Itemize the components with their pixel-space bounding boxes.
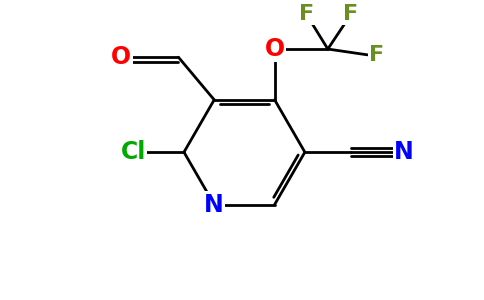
Text: N: N: [394, 140, 414, 164]
Text: N: N: [204, 193, 224, 217]
Text: O: O: [265, 37, 285, 61]
Text: F: F: [344, 4, 359, 24]
Text: Cl: Cl: [121, 140, 146, 164]
Text: O: O: [111, 45, 132, 69]
Text: F: F: [369, 45, 384, 65]
Text: F: F: [299, 4, 314, 24]
